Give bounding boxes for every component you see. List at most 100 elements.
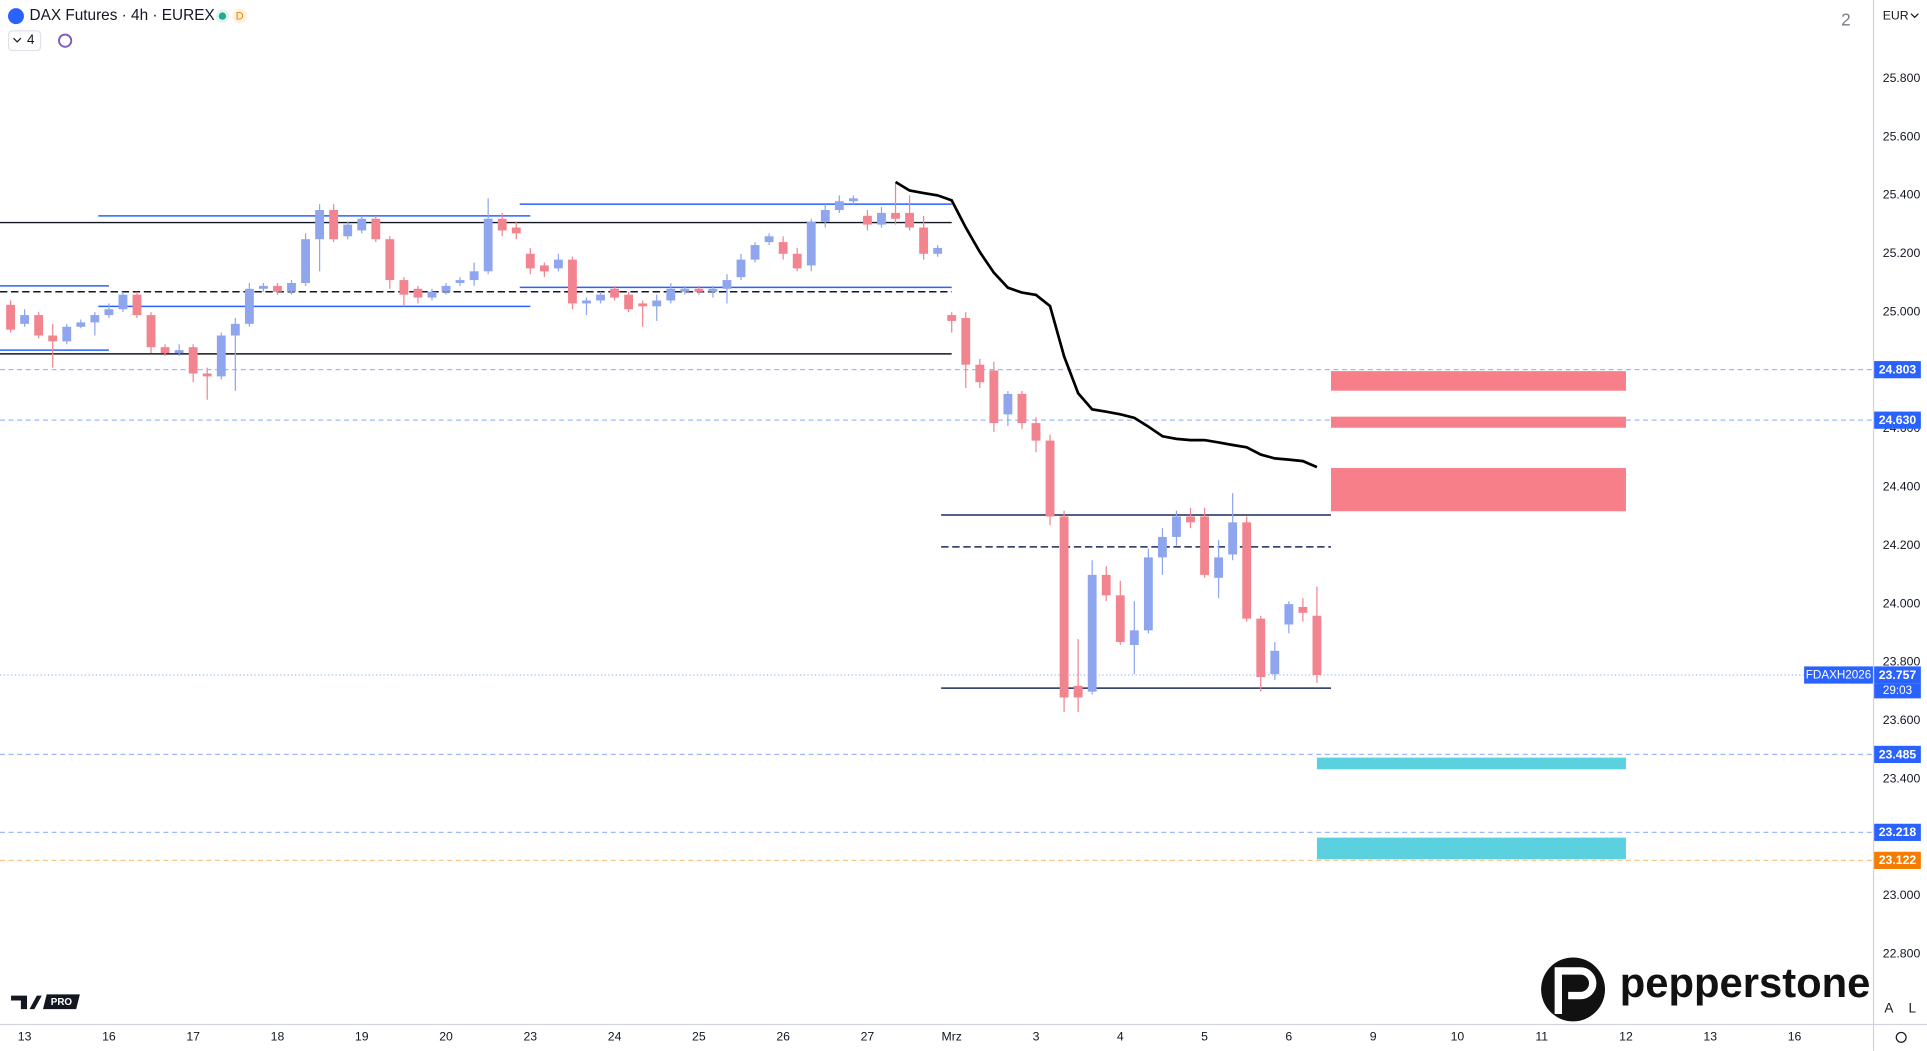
- price-label: 23.485: [1879, 747, 1917, 761]
- countdown-bg: [1874, 683, 1921, 699]
- price-label: 24.630: [1879, 413, 1917, 427]
- layout-count: 2: [1841, 10, 1851, 30]
- y-tick-label: 23.800: [1883, 655, 1921, 669]
- candle-body: [525, 253, 535, 269]
- candle-body: [132, 294, 142, 316]
- candle-body: [750, 245, 760, 260]
- price-label-bg: [1874, 666, 1921, 684]
- badge: D: [236, 11, 244, 23]
- candle-body: [680, 288, 690, 292]
- y-tick-label: 25.800: [1883, 71, 1921, 85]
- candle-body: [806, 221, 816, 266]
- candle-body: [975, 364, 985, 383]
- candle-body: [947, 315, 957, 321]
- y-tick-label: 22.800: [1883, 947, 1921, 961]
- candle-body: [455, 280, 465, 283]
- auto-scale[interactable]: A: [1884, 1001, 1893, 1016]
- chart-title: DAX Futures · 4h · EUREX: [29, 7, 214, 24]
- x-tick-label: 9: [1370, 1030, 1377, 1044]
- candle-body: [582, 300, 591, 304]
- candle-body: [652, 300, 662, 307]
- settings-icon[interactable]: [1895, 1031, 1907, 1043]
- y-tick-label: 25.600: [1883, 129, 1921, 143]
- candle-body: [20, 315, 30, 324]
- price-label-bg: [1874, 823, 1921, 841]
- candle-body: [483, 218, 493, 272]
- candle-body: [834, 201, 844, 211]
- candle-body: [160, 347, 170, 354]
- candle-body: [1214, 557, 1224, 578]
- candle-body: [244, 288, 254, 324]
- tv-logo: [11, 995, 42, 1010]
- x-tick-label: 27: [861, 1030, 875, 1044]
- log-scale[interactable]: L: [1908, 1001, 1916, 1016]
- candle-body: [441, 285, 451, 292]
- zone: [1330, 468, 1626, 512]
- candle-body: [399, 280, 409, 295]
- refresh-icon[interactable]: [58, 33, 73, 48]
- y-tick-label: 24.000: [1883, 596, 1921, 610]
- candle-body: [413, 288, 423, 298]
- candle-body: [1073, 685, 1083, 698]
- candle-body: [62, 326, 72, 342]
- candle-body: [1101, 574, 1111, 596]
- candle-body: [104, 309, 114, 316]
- y-tick-label: 24.200: [1883, 538, 1921, 552]
- x-tick-label: 5: [1201, 1030, 1208, 1044]
- indicator-toggle[interactable]: [7, 30, 42, 52]
- candle-body: [371, 218, 381, 240]
- tv-pro-badge: [43, 994, 80, 1010]
- candle-body: [694, 288, 704, 292]
- price-label: 23.757: [1879, 668, 1917, 682]
- candle-body: [1312, 615, 1322, 676]
- candle-body: [202, 373, 212, 377]
- candle-body: [736, 259, 746, 278]
- candle-body: [1298, 606, 1308, 613]
- candle-body: [258, 285, 268, 289]
- price-label: 23.122: [1879, 853, 1917, 867]
- candle-body: [1087, 574, 1097, 692]
- candle-body: [891, 212, 900, 219]
- x-tick-label: 18: [271, 1030, 285, 1044]
- candle-body: [1200, 516, 1209, 575]
- x-tick-label: 16: [1788, 1030, 1802, 1044]
- candle-body: [553, 259, 563, 269]
- x-tick-label: 17: [186, 1030, 200, 1044]
- zone: [1330, 416, 1626, 428]
- candle-body: [469, 271, 479, 281]
- candle-body: [1270, 650, 1280, 675]
- x-tick-label: 23: [523, 1030, 537, 1044]
- x-tick-label: 10: [1451, 1030, 1465, 1044]
- zone: [1330, 371, 1626, 391]
- candle-body: [708, 288, 718, 292]
- symbol-logo[interactable]: [7, 8, 24, 25]
- x-tick-label: 3: [1033, 1030, 1040, 1044]
- candle-body: [1186, 516, 1195, 523]
- candle-body: [1143, 557, 1153, 631]
- brand-logo-p: [1554, 967, 1597, 1015]
- x-tick-label: 13: [18, 1030, 32, 1044]
- x-tick-label: 11: [1535, 1030, 1548, 1044]
- price-label-bg: [1874, 361, 1921, 379]
- price-label-bg: [1874, 411, 1921, 429]
- candle-body: [357, 218, 367, 231]
- candle-body: [1129, 630, 1139, 645]
- symbol-label-bg: [1804, 666, 1873, 684]
- price-label: 24.803: [1879, 363, 1917, 377]
- x-tick-label: 20: [439, 1030, 453, 1044]
- y-tick-label: 25.000: [1883, 304, 1921, 318]
- price-label-bg: [1874, 851, 1921, 869]
- currency-chevron: [1910, 13, 1919, 19]
- candle-body: [848, 198, 858, 202]
- candle-body: [1059, 516, 1069, 698]
- candle-body: [989, 370, 999, 424]
- x-tick-label: 24: [608, 1030, 622, 1044]
- y-tick-label: 23.400: [1883, 771, 1921, 785]
- candle-body: [76, 322, 86, 327]
- x-tick-label: 13: [1703, 1030, 1717, 1044]
- zone: [1316, 837, 1626, 860]
- candle-body: [666, 288, 676, 301]
- candle-body: [385, 239, 395, 281]
- currency[interactable]: EUR: [1883, 8, 1909, 22]
